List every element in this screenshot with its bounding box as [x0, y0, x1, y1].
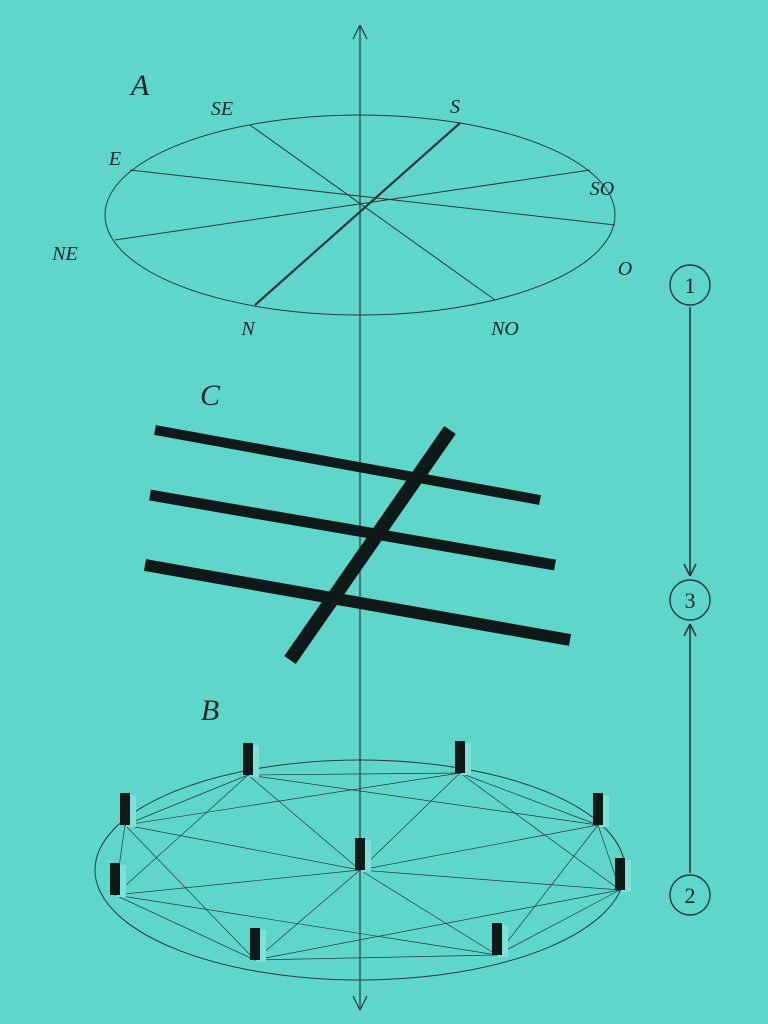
peg-1 [250, 928, 260, 960]
diagram-canvas: A C B N NE E SE S SO O NO 1 3 2 [0, 0, 768, 1024]
base-edge [248, 775, 360, 870]
section-label-b: B [201, 694, 219, 727]
section-label-a: A [129, 69, 150, 102]
base-edge [115, 895, 497, 955]
base-edge [255, 890, 620, 960]
base-edge [360, 773, 460, 870]
base-edge [125, 773, 460, 825]
peg-8 [492, 923, 502, 955]
base-edge [248, 773, 460, 775]
compass-label-e: E [108, 148, 121, 170]
base-edge [125, 775, 248, 825]
peg-7 [615, 858, 625, 890]
base-edge [125, 825, 360, 870]
compass-label-no: NO [490, 318, 519, 340]
compass-label-so: SO [590, 178, 614, 200]
base-edge [125, 825, 255, 960]
base-edge [360, 870, 620, 890]
compass-label-o: O [618, 258, 632, 280]
peg-5 [455, 741, 465, 773]
base-edge [460, 773, 598, 825]
base-edge [115, 870, 360, 895]
antenna-element-3 [145, 565, 570, 640]
section-label-c: C [200, 379, 221, 412]
antenna-element-2 [150, 495, 555, 565]
compass-label-ne: NE [51, 243, 78, 265]
base-edge [497, 825, 598, 955]
marker-number-3: 3 [685, 588, 696, 613]
base-edge [115, 895, 255, 960]
compass-line-ne-so [115, 170, 590, 240]
base-edge [255, 870, 360, 960]
compass-label-se: SE [211, 98, 233, 120]
peg-3 [120, 793, 130, 825]
antenna-element-1 [155, 430, 540, 500]
base-edge [460, 773, 620, 890]
base-edge [255, 955, 497, 960]
peg-2 [110, 863, 120, 895]
compass-line-se-no [250, 125, 495, 300]
base-edge [497, 890, 620, 955]
base-edge [360, 870, 497, 955]
base-edge [248, 775, 598, 825]
marker-number-2: 2 [685, 883, 696, 908]
compass-line-e-o [130, 170, 615, 225]
marker-number-1: 1 [685, 273, 696, 298]
peg-6 [593, 793, 603, 825]
compass-label-n: N [240, 318, 256, 340]
peg-0 [355, 838, 365, 870]
compass-label-s: S [450, 96, 460, 118]
peg-4 [243, 743, 253, 775]
